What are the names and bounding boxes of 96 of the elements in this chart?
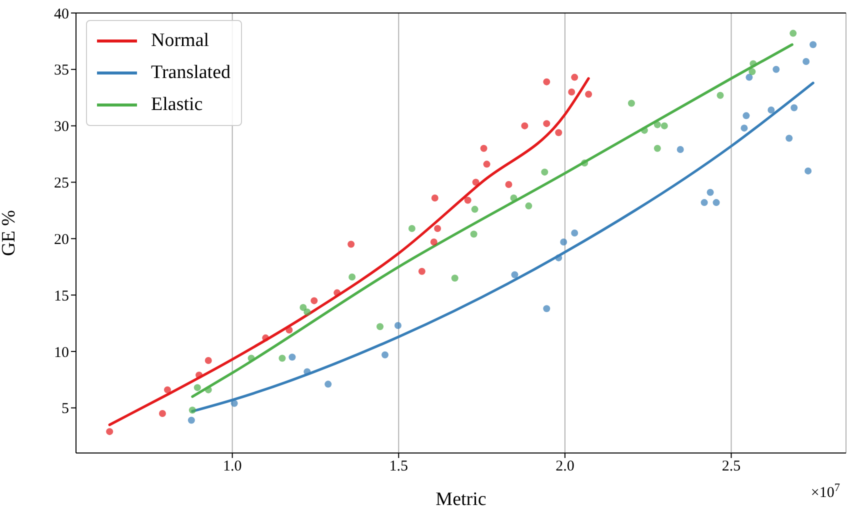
point <box>640 126 648 134</box>
point <box>712 199 720 206</box>
point <box>560 238 568 246</box>
point <box>286 326 293 334</box>
y-tick-label: 5 <box>62 401 69 418</box>
point <box>786 134 793 142</box>
y-axis-title: GE % <box>0 210 20 256</box>
point <box>348 240 355 248</box>
y-tick-label: 30 <box>54 119 69 136</box>
point <box>376 323 384 330</box>
point <box>810 41 817 48</box>
point <box>654 121 661 128</box>
point <box>348 274 356 280</box>
point <box>750 60 757 68</box>
point <box>188 416 195 424</box>
point <box>248 354 255 362</box>
point <box>525 202 532 210</box>
x-tick-label: 2.0 <box>556 458 574 475</box>
point <box>543 78 550 86</box>
point <box>510 194 518 202</box>
point <box>434 224 442 232</box>
point <box>408 224 416 232</box>
y-tick-label: 40 <box>54 6 69 22</box>
y-tick-label: 20 <box>54 232 69 248</box>
point <box>471 206 478 213</box>
x-axis-title: Metric <box>436 489 486 510</box>
x-tick-label: 1.0 <box>222 458 242 475</box>
point <box>451 274 458 282</box>
point <box>543 120 550 128</box>
point <box>470 230 478 238</box>
point <box>382 351 388 358</box>
point <box>324 380 332 388</box>
point <box>802 58 810 66</box>
point <box>571 74 578 81</box>
point <box>204 356 212 364</box>
point <box>304 308 311 316</box>
point <box>480 144 488 152</box>
point <box>706 188 714 196</box>
point <box>300 304 307 311</box>
point <box>660 122 668 130</box>
point <box>742 112 750 120</box>
point <box>790 30 797 37</box>
point <box>505 180 512 188</box>
point <box>585 90 592 98</box>
point <box>740 124 748 132</box>
point <box>746 74 753 81</box>
point <box>748 68 756 76</box>
point <box>581 160 588 167</box>
point <box>430 238 438 246</box>
point <box>676 146 684 154</box>
point <box>472 178 480 186</box>
point <box>654 144 661 152</box>
point <box>768 106 775 114</box>
x-tick-label: 2.5 <box>722 458 741 475</box>
x-tick-label: 1.5 <box>389 458 408 475</box>
point <box>804 167 812 174</box>
point <box>158 410 166 418</box>
point <box>288 354 296 361</box>
point <box>464 196 472 204</box>
point <box>511 271 518 278</box>
point <box>521 122 528 130</box>
point <box>555 254 562 262</box>
point <box>628 100 635 107</box>
point <box>204 386 212 394</box>
legend-label: Normal <box>151 30 210 52</box>
point <box>571 230 578 236</box>
point <box>543 305 550 312</box>
point <box>772 66 780 73</box>
point <box>541 168 548 176</box>
point <box>262 334 270 342</box>
y-tick-label: 25 <box>54 176 69 192</box>
point <box>716 92 724 99</box>
point <box>334 289 341 296</box>
point <box>194 384 201 392</box>
point <box>106 428 114 436</box>
point <box>394 322 402 330</box>
point <box>418 268 426 275</box>
point <box>568 88 576 96</box>
text: ×10$^{7}$ <box>810 482 840 501</box>
y-tick-label: 10 <box>54 344 69 361</box>
point <box>431 194 438 202</box>
point <box>310 297 318 304</box>
legend-label: Translated <box>151 62 231 84</box>
point <box>700 199 708 206</box>
y-tick-label: 35 <box>54 62 69 79</box>
point <box>230 400 238 407</box>
point <box>278 354 286 362</box>
point <box>188 406 196 414</box>
point <box>483 160 490 168</box>
legend-label: Elastic <box>151 94 203 116</box>
point <box>196 372 203 379</box>
point <box>164 386 171 394</box>
point <box>555 129 562 136</box>
line-series <box>108 77 590 426</box>
y-tick-label: 15 <box>54 288 69 304</box>
point <box>790 104 798 112</box>
